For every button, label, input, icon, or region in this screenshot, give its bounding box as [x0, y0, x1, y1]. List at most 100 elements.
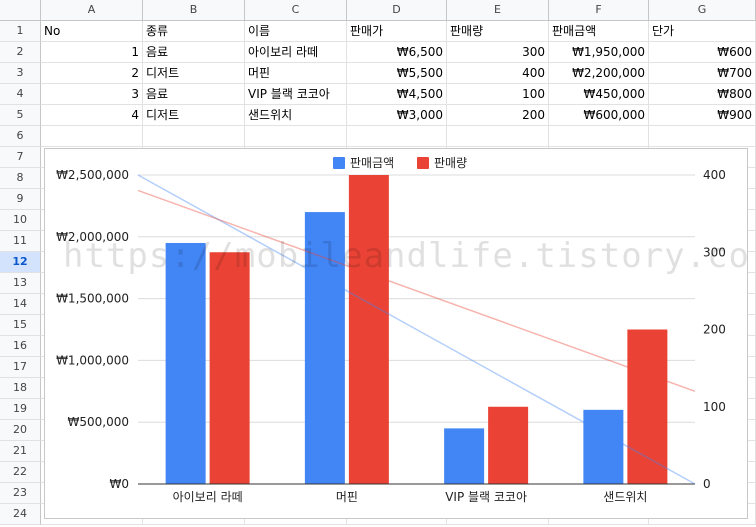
select-all-corner[interactable]	[0, 0, 41, 21]
bar-sales-amount	[583, 409, 624, 484]
table-cell[interactable]: VIP 블랙 코코아	[245, 84, 347, 105]
combo-chart[interactable]: ₩0 ₩500,000 ₩1,000,000 ₩1,500,000 ₩2,000,000…	[44, 148, 748, 519]
left-axis-tick-label: ₩0	[110, 477, 130, 491]
left-axis-tick-label: ₩1,000,000	[56, 353, 129, 367]
row-header-11[interactable]: 11	[0, 231, 41, 252]
row-header-24[interactable]: 24	[0, 504, 41, 525]
table-cell[interactable]: 3	[41, 84, 143, 105]
table-cell[interactable]: 200	[447, 105, 549, 126]
empty-cell[interactable]	[447, 126, 549, 147]
table-cell[interactable]: ₩4,500	[347, 84, 447, 105]
row-header-4[interactable]: 4	[0, 84, 41, 105]
table-cell[interactable]: 4	[41, 105, 143, 126]
row-header-6[interactable]: 6	[0, 126, 41, 147]
row-header-2[interactable]: 2	[0, 42, 41, 63]
row-header-21[interactable]: 21	[0, 441, 41, 462]
table-cell[interactable]: ₩1,950,000	[549, 42, 649, 63]
row-header-18[interactable]: 18	[0, 378, 41, 399]
column-header-c[interactable]: C	[245, 0, 347, 21]
header-cell[interactable]: 판매가	[347, 21, 447, 42]
table-cell[interactable]: 300	[447, 42, 549, 63]
table-cell[interactable]: 머핀	[245, 63, 347, 84]
table-cell[interactable]: 샌드위치	[245, 105, 347, 126]
left-axis-tick-label: ₩2,000,000	[56, 230, 129, 244]
row-header-5[interactable]: 5	[0, 105, 41, 126]
column-header-d[interactable]: D	[347, 0, 447, 21]
table-cell[interactable]: 400	[447, 63, 549, 84]
column-header-a[interactable]: A	[41, 0, 143, 21]
row-header-17[interactable]: 17	[0, 357, 41, 378]
column-header-g[interactable]: G	[649, 0, 756, 21]
empty-cell[interactable]	[143, 126, 245, 147]
table-cell[interactable]: ₩800	[649, 84, 756, 105]
table-cell[interactable]: 2	[41, 63, 143, 84]
empty-cell[interactable]	[549, 126, 649, 147]
legend-swatch	[417, 157, 429, 169]
left-axis-tick-label: ₩500,000	[68, 415, 130, 429]
header-cell[interactable]: 이름	[245, 21, 347, 42]
row-header-13[interactable]: 13	[0, 273, 41, 294]
table-cell[interactable]: 디저트	[143, 105, 245, 126]
row-header-9[interactable]: 9	[0, 189, 41, 210]
table-cell[interactable]: 디저트	[143, 63, 245, 84]
table-cell[interactable]: ₩2,200,000	[549, 63, 649, 84]
bar-sales-qty	[348, 175, 389, 484]
row-header-14[interactable]: 14	[0, 294, 41, 315]
table-cell[interactable]: 1	[41, 42, 143, 63]
table-cell[interactable]: ₩700	[649, 63, 756, 84]
row-header-16[interactable]: 16	[0, 336, 41, 357]
row-header-22[interactable]: 22	[0, 462, 41, 483]
row-header-20[interactable]: 20	[0, 420, 41, 441]
table-cell[interactable]: ₩900	[649, 105, 756, 126]
right-axis-tick-label: 400	[703, 168, 726, 182]
legend-label: 판매량	[434, 156, 467, 170]
right-axis-tick-label: 300	[703, 245, 726, 259]
table-cell[interactable]: ₩600	[649, 42, 756, 63]
table-cell[interactable]: 음료	[143, 42, 245, 63]
column-header-f[interactable]: F	[549, 0, 649, 21]
row-header-23[interactable]: 23	[0, 483, 41, 504]
right-axis-tick-label: 0	[703, 477, 711, 491]
header-cell[interactable]: 단가	[649, 21, 756, 42]
row-header-12[interactable]: 12	[0, 252, 41, 273]
header-cell[interactable]: No	[41, 21, 143, 42]
legend-swatch	[333, 157, 345, 169]
category-label: 머핀	[336, 490, 358, 504]
watermark-text: https://mobileandlife.tistory.com/	[63, 236, 747, 276]
table-cell[interactable]: ₩3,000	[347, 105, 447, 126]
bar-sales-amount	[165, 242, 206, 484]
table-cell[interactable]: ₩450,000	[549, 84, 649, 105]
column-header-b[interactable]: B	[143, 0, 245, 21]
category-label: 샌드위치	[603, 490, 647, 504]
bar-sales-qty	[627, 329, 668, 484]
left-axis-tick-label: ₩2,500,000	[56, 168, 129, 182]
right-axis-tick-label: 200	[703, 323, 726, 337]
row-header-1[interactable]: 1	[0, 21, 41, 42]
empty-cell[interactable]	[41, 126, 143, 147]
table-cell[interactable]: 100	[447, 84, 549, 105]
row-header-3[interactable]: 3	[0, 63, 41, 84]
header-cell[interactable]: 판매금액	[549, 21, 649, 42]
empty-cell[interactable]	[649, 126, 756, 147]
table-cell[interactable]: ₩6,500	[347, 42, 447, 63]
header-cell[interactable]: 판매량	[447, 21, 549, 42]
bar-sales-amount	[444, 428, 485, 484]
row-header-8[interactable]: 8	[0, 168, 41, 189]
bar-sales-qty	[209, 252, 250, 484]
table-cell[interactable]: ₩600,000	[549, 105, 649, 126]
row-header-10[interactable]: 10	[0, 210, 41, 231]
table-cell[interactable]: 아이보리 라떼	[245, 42, 347, 63]
row-header-15[interactable]: 15	[0, 315, 41, 336]
table-cell[interactable]: ₩5,500	[347, 63, 447, 84]
empty-cell[interactable]	[347, 126, 447, 147]
trendline-sales-amount	[137, 174, 696, 485]
bar-sales-qty	[488, 406, 529, 484]
bar-sales-amount	[304, 212, 345, 484]
column-header-e[interactable]: E	[447, 0, 549, 21]
legend-label: 판매금액	[350, 156, 394, 170]
header-cell[interactable]: 종류	[143, 21, 245, 42]
row-header-19[interactable]: 19	[0, 399, 41, 420]
empty-cell[interactable]	[245, 126, 347, 147]
table-cell[interactable]: 음료	[143, 84, 245, 105]
row-header-7[interactable]: 7	[0, 147, 41, 168]
